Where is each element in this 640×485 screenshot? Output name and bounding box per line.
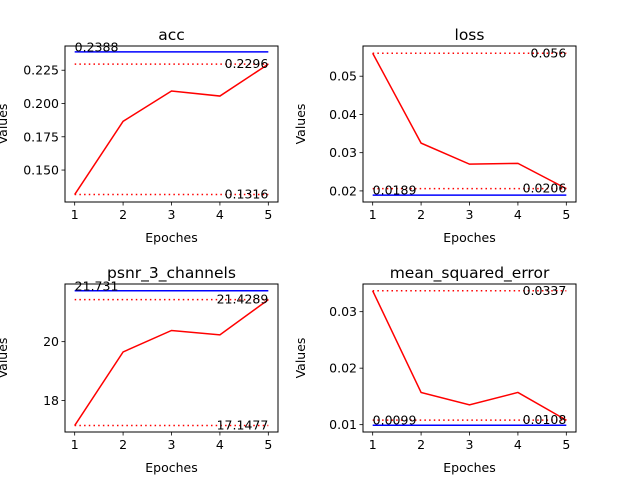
subplot-2: 0.056 0.0206 0.0189 1 2 3 4 5 0.02 0.03 0.04 0.05 lo… xyxy=(293,26,576,245)
x-tick-label: 2 xyxy=(417,437,425,452)
x-axis-label: Epoches xyxy=(443,230,495,245)
series-line xyxy=(75,300,269,426)
subplot-1: 0.2388 0.2296 0.1316 1 2 3 4 5 0.150 0.175 0.200 0.… xyxy=(0,26,278,245)
axes-frame xyxy=(363,46,576,202)
x-tick-label: 4 xyxy=(216,207,224,222)
annotation-label: 0.0206 xyxy=(523,181,567,196)
y-tick-label: 0.02 xyxy=(329,183,357,198)
x-axis-label: Epoches xyxy=(145,460,197,475)
subplot-4: 0.0337 0.0108 0.0099 1 2 3 4 5 0.01 0.02 0.03 mean_… xyxy=(293,264,576,475)
x-tick-label: 5 xyxy=(264,207,272,222)
y-tick-label: 0.200 xyxy=(23,96,59,111)
x-tick-label: 1 xyxy=(369,437,377,452)
subplot-title: psnr_3_channels xyxy=(107,264,236,283)
y-tick-label: 0.225 xyxy=(23,63,59,78)
y-tick-label: 0.03 xyxy=(329,304,357,319)
subplot-title: loss xyxy=(455,26,485,44)
y-tick-label: 0.175 xyxy=(23,129,59,144)
x-tick-label: 4 xyxy=(514,437,522,452)
annotation-label: 0.0099 xyxy=(373,413,417,428)
x-tick-label: 3 xyxy=(168,207,176,222)
series-line xyxy=(373,53,567,188)
y-tick-label: 0.03 xyxy=(329,145,357,160)
y-tick-label: 18 xyxy=(43,393,59,408)
x-tick-label: 2 xyxy=(119,437,127,452)
axes-frame xyxy=(363,284,576,432)
series-line xyxy=(75,64,269,194)
y-tick-label: 0.02 xyxy=(329,361,357,376)
y-tick-label: 0.01 xyxy=(329,417,357,432)
x-tick-label: 4 xyxy=(514,207,522,222)
x-tick-label: 1 xyxy=(71,437,79,452)
y-tick-label: 0.150 xyxy=(23,163,59,178)
annotation-label: 0.0337 xyxy=(523,283,567,298)
subplot-title: acc xyxy=(158,26,185,44)
x-tick-label: 2 xyxy=(417,207,425,222)
x-axis-label: Epoches xyxy=(443,460,495,475)
annotation-label: 0.2296 xyxy=(225,56,269,71)
y-tick-label: 0.04 xyxy=(329,107,357,122)
y-axis-label: Values xyxy=(0,338,10,379)
x-tick-label: 5 xyxy=(562,437,570,452)
x-tick-label: 3 xyxy=(466,437,474,452)
x-tick-label: 5 xyxy=(562,207,570,222)
series-line xyxy=(373,291,567,420)
x-tick-label: 5 xyxy=(264,437,272,452)
annotation-label: 0.0189 xyxy=(373,183,417,198)
x-tick-label: 2 xyxy=(119,207,127,222)
annotation-label: 0.056 xyxy=(531,45,567,60)
y-axis-label: Values xyxy=(293,338,308,379)
x-tick-label: 1 xyxy=(71,207,79,222)
y-axis-label: Values xyxy=(0,104,10,145)
x-tick-label: 3 xyxy=(168,437,176,452)
annotation-label: 0.2388 xyxy=(75,39,119,54)
annotation-label: 17.1477 xyxy=(217,418,269,433)
subplot-title: mean_squared_error xyxy=(390,264,550,283)
x-tick-label: 3 xyxy=(466,207,474,222)
x-tick-label: 1 xyxy=(369,207,377,222)
y-tick-label: 0.05 xyxy=(329,69,357,84)
x-axis-label: Epoches xyxy=(145,230,197,245)
y-tick-label: 20 xyxy=(43,334,59,349)
x-tick-label: 4 xyxy=(216,437,224,452)
annotation-label: 21.4289 xyxy=(217,292,269,307)
y-axis-label: Values xyxy=(293,104,308,145)
annotation-label: 0.0108 xyxy=(523,412,567,427)
annotation-label: 0.1316 xyxy=(225,187,269,202)
